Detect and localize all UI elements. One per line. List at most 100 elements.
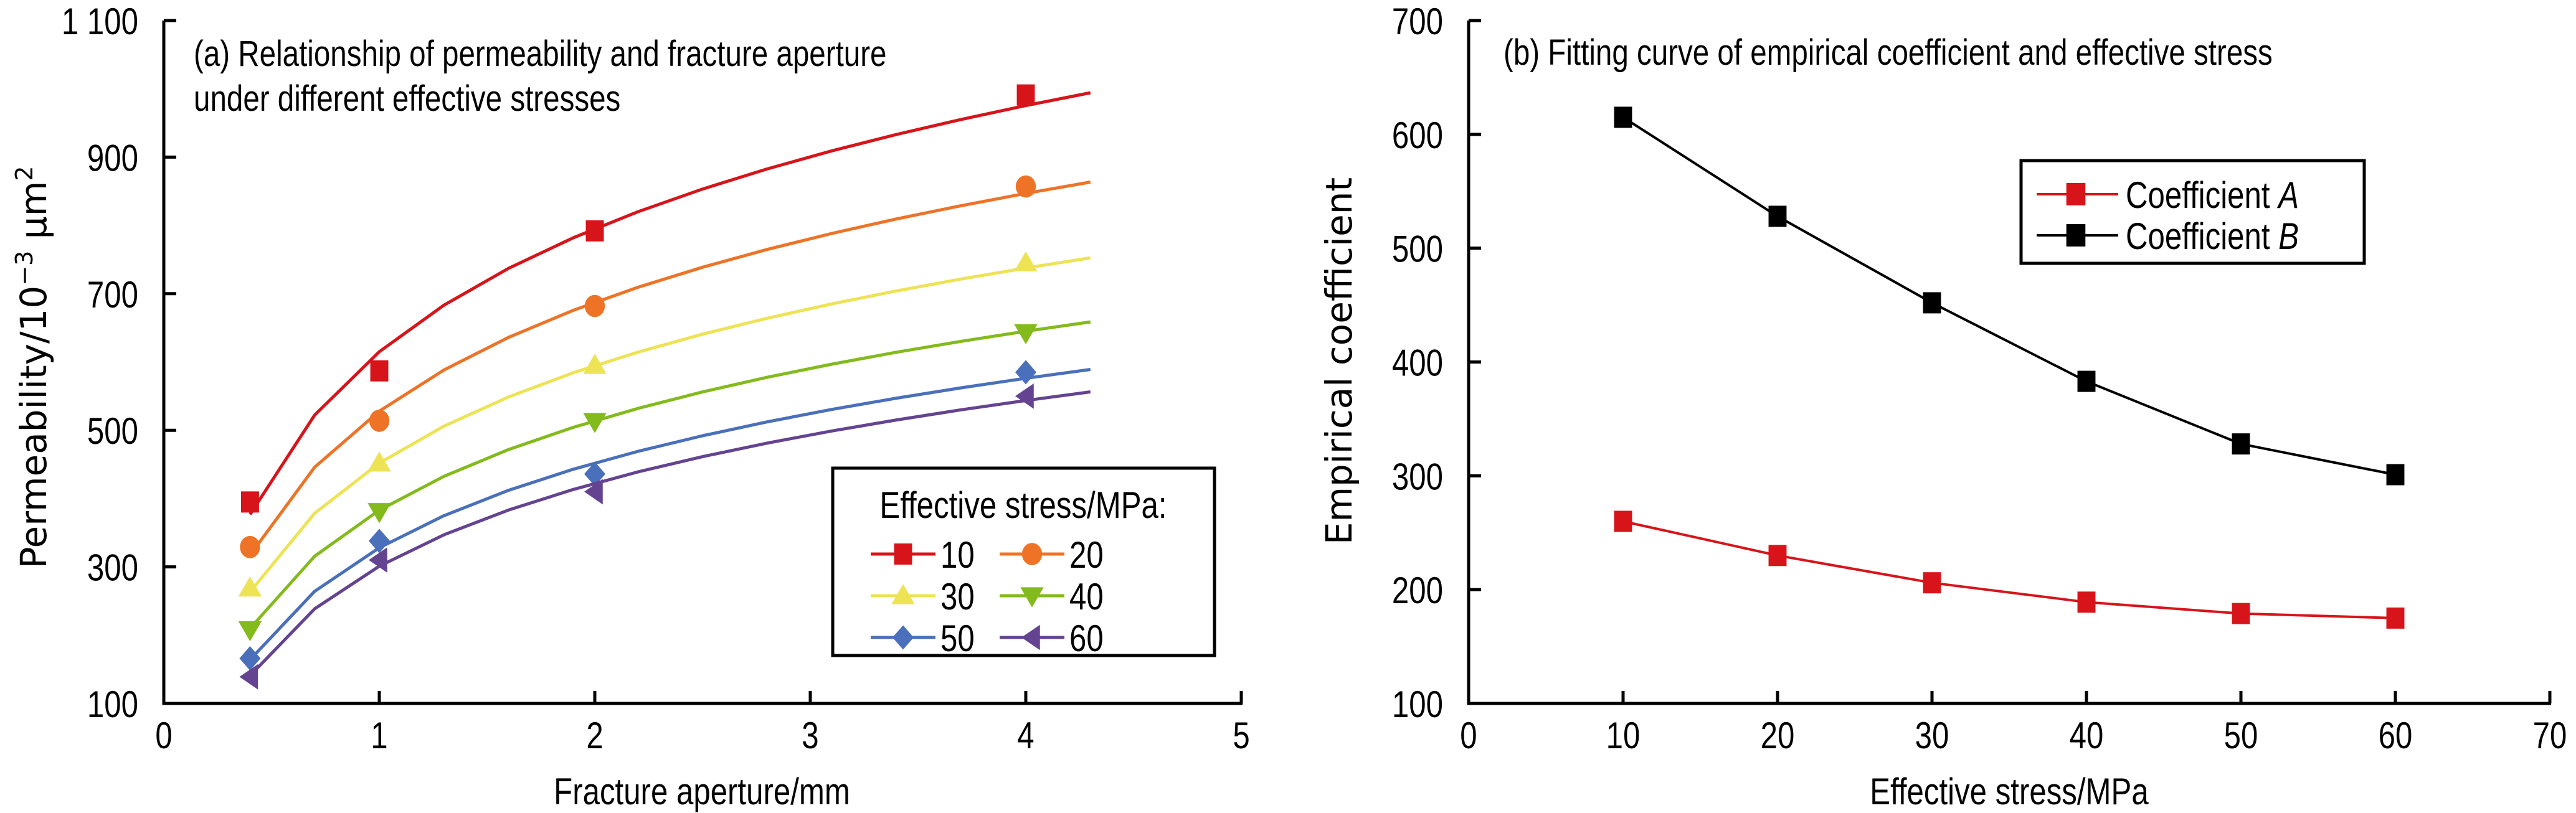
panel-a-axes: 100 300 500 700 900 1 100 0 1 2 3 4 5 [62,0,1250,756]
panel-b-y-tick-label: 200 [1392,569,1443,611]
panel-a-y-tick-label: 300 [87,547,138,589]
panel-b-legend-marker [2066,224,2086,247]
panel-a-legend-label: 10 [940,533,975,576]
panel-b-data-point [1923,572,1941,594]
panel-a-y-axis-title: Permeability/10−3 μm2 [11,166,55,569]
panel-b-legend-box [2019,159,2366,265]
panel-b-data-point [1768,545,1787,566]
panel-a-data-point [239,646,261,671]
panel-a-legend: Effective stress/MPa: 10 20 30 40 50 60 [831,466,1216,659]
panel-a-y-tick-label: 1 100 [62,0,138,42]
panel-b-y-tick-label: 100 [1392,683,1443,725]
panel-a-data-point [240,491,259,513]
panel-a-data-point [1014,324,1038,345]
panel-a-series-40 [238,320,1091,642]
panel-a-legend-marker [891,584,915,604]
panel-b-data-point [2232,433,2250,455]
panel-a-x-tick-label: 4 [1017,714,1034,756]
panel-a-legend-label: 50 [940,617,975,659]
panel-a-legend-marker [1021,624,1040,651]
panel-a-legend-item: 10 [871,533,975,576]
panel-a-y-tick-label: 700 [87,273,138,316]
panel-b-y-tick-label: 700 [1392,0,1443,42]
panel-a-data-point [584,294,605,317]
panel-a-series-30 [238,251,1091,597]
panel-a-x-axis-title: Fracture aperture/mm [554,770,850,812]
panel-b-legend-item: Coefficient B [2037,215,2299,257]
panel-a-title-line1: (a) Relationship of permeability and fra… [194,34,886,75]
panel-a-data-point [583,413,607,433]
panel-a-x-tick-label: 5 [1233,714,1249,756]
panel-a-legend-item: 40 [1000,575,1104,618]
panel-a-fit-curve-10 [249,91,1091,515]
panel-b-legend-label-symbol: A [2277,174,2299,216]
panel-a-data-point [1015,175,1036,198]
panel-a-legend-label: 30 [940,575,975,618]
panel-a-legend-marker [1021,543,1043,565]
panel-a-chart: 100 300 500 700 900 1 100 0 1 2 3 4 5 (a) Relations… [11,0,1250,812]
panel-b-title: (b) Fitting curve of empirical coefficie… [1503,33,2273,73]
panel-a-data-point [367,503,391,524]
panel-a-series-50 [239,360,1091,671]
panel-a-legend-item: 30 [871,575,975,618]
panel-a-fit-curve-30 [249,256,1091,593]
panel-a-legend-marker [1020,587,1044,608]
panel-b-x-tick-label: 30 [1915,714,1949,756]
panel-b-x-tick-label: 20 [1761,714,1795,756]
panel-b-x-tick-label: 0 [1460,714,1477,756]
panel-a-x-tick-label: 2 [586,714,603,756]
panel-b-plot-area [1614,106,2405,629]
panel-a-data-point [1015,360,1036,385]
panel-a-y-axis-title-sup2: 2 [11,166,38,181]
panel-a-data-point [1016,84,1035,106]
panel-a-plot-area [238,84,1091,690]
panel-b-y-axis-title: Empirical coefficient [1318,177,1360,545]
panel-b-y-tick-label: 600 [1392,114,1443,156]
panel-a-data-point [238,576,262,597]
panel-b-legend-label: Coefficient A [2126,174,2299,216]
panel-b-series-B [1614,106,2405,486]
panel-a-legend-label: 60 [1069,617,1104,659]
panel-b-axes: 100 200 300 400 500 600 700 0 10 20 30 40 50 60 70 [1392,0,2567,756]
panel-b-y-tick-label: 500 [1392,228,1443,270]
panel-b-data-point [2386,607,2405,629]
panel-b-data-point [1923,292,1941,314]
panel-b-chart: 100 200 300 400 500 600 700 0 10 20 30 40 50 60 70 (b)… [1318,0,2567,812]
panel-a-data-point [240,535,260,558]
panel-a-x-tick-label: 0 [155,714,172,756]
panel-a-legend-item: 60 [1000,617,1104,659]
panel-a-data-point [584,461,605,486]
panel-b-x-tick-label: 40 [2070,714,2104,756]
panel-b-data-point [2232,603,2250,624]
panel-b-legend-label-symbol: B [2278,215,2299,257]
panel-a-legend-items: 10 20 30 40 50 60 [871,533,1104,659]
panel-b-data-point [1768,205,1787,227]
panel-a-legend-marker [893,625,914,650]
panel-b-line-B [1622,116,2396,476]
panel-a-legend-title: Effective stress/MPa: [879,484,1167,526]
panel-b-data-point [1614,510,1632,532]
panel-b-x-tick-label: 10 [1606,714,1641,756]
panel-b-x-tick-label: 60 [2379,714,2413,756]
panel-a-data-point [1015,383,1034,409]
panel-a-x-tick-label: 3 [802,714,818,756]
panel-a-data-point [369,529,390,553]
panel-b-line-A [1622,520,2396,619]
panel-b-data-point [2077,591,2096,613]
panel-a-title: (a) Relationship of permeability and fra… [194,34,886,120]
panel-a-y-tick-label: 500 [87,410,138,453]
panel-a-fit-curve-60 [249,390,1091,677]
panel-a-y-axis-title-sup: −3 [11,251,38,286]
panel-a-y-tick-label: 100 [87,683,138,725]
panel-a-y-axis-title-main: Permeability/10 [12,286,55,569]
panel-b-legend-label: Coefficient B [2126,215,2299,257]
panel-a-legend-item: 20 [1000,533,1104,576]
panel-a-data-point [583,354,607,374]
panel-b-legend-marker [2066,183,2086,205]
panel-b-data-point [2386,464,2405,486]
panel-a-data-point [369,409,390,432]
panel-a-y-tick-label: 900 [87,137,138,179]
